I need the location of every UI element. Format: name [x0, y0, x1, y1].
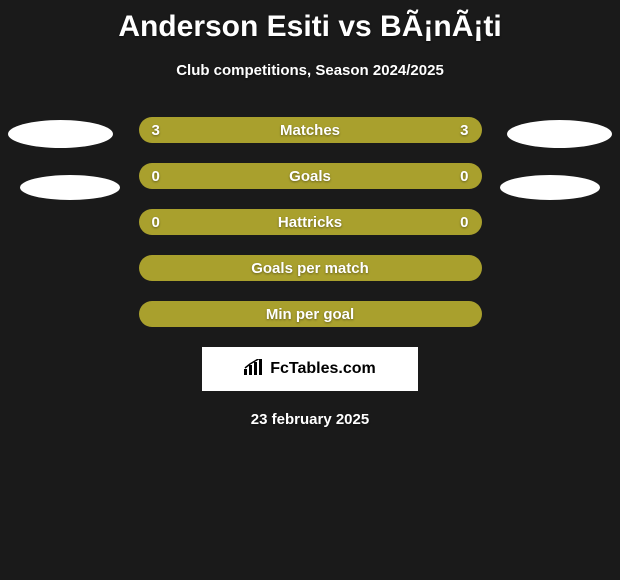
stat-label: Goals [289, 168, 331, 185]
stat-value-left: 0 [152, 168, 160, 185]
stats-container: 3 Matches 3 0 Goals 0 0 Hattricks 0 Goal… [0, 117, 620, 327]
stat-value-right: 0 [460, 168, 468, 185]
branding-box: FcTables.com [202, 347, 418, 391]
stat-value-right: 0 [460, 214, 468, 231]
stat-row-goals-per-match: Goals per match [139, 255, 482, 281]
subtitle: Club competitions, Season 2024/2025 [0, 62, 620, 79]
branding-text: FcTables.com [270, 360, 376, 378]
stat-row-matches: 3 Matches 3 [139, 117, 482, 143]
stat-row-min-per-goal: Min per goal [139, 301, 482, 327]
stat-label: Goals per match [251, 260, 369, 277]
stat-label: Min per goal [266, 306, 354, 323]
stat-value-left: 3 [152, 122, 160, 139]
stat-value-right: 3 [460, 122, 468, 139]
page-title: Anderson Esiti vs BÃ¡nÃ¡ti [0, 0, 620, 44]
branding-logo: FcTables.com [244, 359, 376, 380]
stat-value-left: 0 [152, 214, 160, 231]
chart-icon [244, 359, 264, 380]
stat-label: Hattricks [278, 214, 342, 231]
date-text: 23 february 2025 [0, 411, 620, 428]
stat-row-goals: 0 Goals 0 [139, 163, 482, 189]
stat-label: Matches [280, 122, 340, 139]
stat-row-hattricks: 0 Hattricks 0 [139, 209, 482, 235]
